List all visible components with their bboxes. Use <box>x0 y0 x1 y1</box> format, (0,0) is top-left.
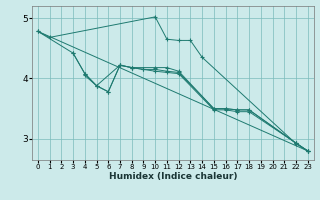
X-axis label: Humidex (Indice chaleur): Humidex (Indice chaleur) <box>108 172 237 181</box>
